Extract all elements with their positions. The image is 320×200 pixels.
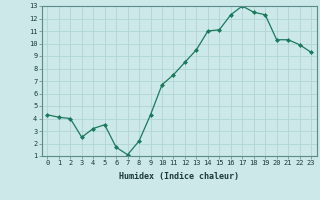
X-axis label: Humidex (Indice chaleur): Humidex (Indice chaleur) (119, 172, 239, 181)
